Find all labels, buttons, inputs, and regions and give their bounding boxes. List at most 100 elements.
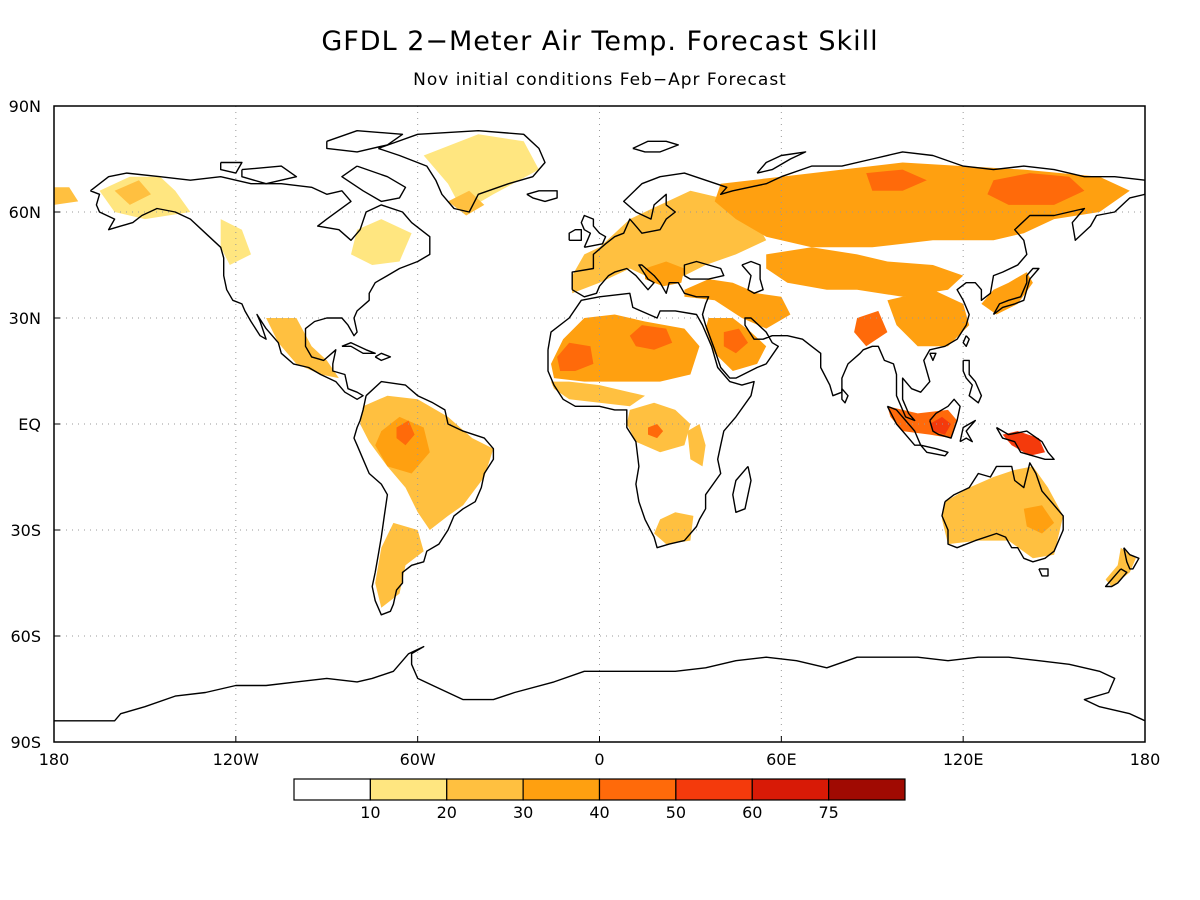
coastline-eurasia bbox=[571, 151, 1145, 422]
coastline-java bbox=[920, 444, 949, 457]
colorbar-swatch bbox=[293, 778, 371, 801]
skill-region-japan-korea bbox=[981, 272, 1033, 315]
skill-region-sahara-east-core bbox=[629, 325, 673, 350]
colorbar-swatch bbox=[675, 778, 753, 801]
skill-region-arabia-core bbox=[723, 328, 748, 354]
coastline-hispaniola bbox=[374, 352, 392, 362]
x-tick-label: 0 bbox=[594, 750, 604, 769]
y-tick-label: 60N bbox=[9, 203, 41, 222]
coastline-ireland bbox=[568, 229, 582, 241]
coastline-tasmania bbox=[1038, 568, 1049, 577]
coastline-greenland bbox=[378, 130, 546, 213]
coastline-victoria-island bbox=[241, 165, 298, 185]
x-tick-label: 60W bbox=[400, 750, 436, 769]
coastline-cuba bbox=[341, 342, 376, 354]
coastline-australia bbox=[941, 462, 1064, 563]
x-tick-label: 180 bbox=[1130, 750, 1161, 769]
skill-region-greenland-south bbox=[448, 190, 485, 216]
coastline-antarctica bbox=[54, 645, 1145, 722]
skill-region-southern-cone bbox=[375, 522, 424, 608]
colorbar-label: 20 bbox=[437, 803, 457, 822]
skill-region-west-north-america bbox=[220, 219, 251, 265]
skill-region-east-africa bbox=[687, 424, 706, 467]
colorbar-swatch bbox=[369, 778, 448, 801]
colorbar: 10 20 30 40 50 60 75 bbox=[293, 778, 906, 822]
coastline-hainan bbox=[929, 352, 937, 362]
map-title: GFDL 2−Meter Air Temp. Forecast Skill bbox=[321, 26, 879, 57]
y-tick-label: 90N bbox=[9, 97, 41, 116]
x-tick-label: 120W bbox=[213, 750, 260, 769]
colorbar-swatch bbox=[522, 778, 601, 801]
skill-region-greenland bbox=[423, 134, 539, 212]
y-tick-label: 60S bbox=[10, 627, 41, 646]
map-subtitle: Nov initial conditions Feb−Apr Forecast bbox=[413, 70, 787, 90]
axis-layer: 180 120W 60W 0 60E 120E 180 90N 60N 30N EQ 30S 60S 90… bbox=[9, 97, 1161, 769]
skill-region-amazon-core bbox=[375, 416, 430, 474]
colorbar-label: 60 bbox=[742, 803, 762, 822]
coastline-philippines bbox=[962, 359, 983, 404]
skill-region-east-siberia-core bbox=[987, 173, 1085, 205]
colorbar-swatch bbox=[751, 778, 830, 801]
skill-region-ne-canada bbox=[351, 219, 412, 265]
coastline-ellesmere bbox=[326, 130, 404, 153]
skill-region-alaska-core bbox=[114, 180, 151, 205]
skill-region-australia bbox=[942, 466, 1064, 559]
skill-region-central-america bbox=[266, 318, 339, 379]
colorbar-label: 50 bbox=[666, 803, 686, 822]
skill-region-balkans bbox=[645, 261, 685, 287]
coastline-caspian bbox=[741, 260, 764, 294]
coastline-africa bbox=[547, 292, 755, 549]
skill-region-chukotka bbox=[54, 187, 79, 205]
y-tick-label: 30N bbox=[9, 309, 41, 328]
coastline-borneo bbox=[929, 398, 961, 439]
coastline-nz-north bbox=[1123, 547, 1140, 570]
colorbar-swatch bbox=[598, 778, 677, 801]
coastline-taiwan bbox=[962, 335, 970, 347]
skill-region-west-africa bbox=[551, 381, 645, 407]
skill-region-siberia-core bbox=[866, 169, 927, 191]
colorbar-swatch bbox=[446, 778, 524, 801]
coastline-layer bbox=[54, 130, 1145, 722]
skill-region-ne-australia-core bbox=[1023, 505, 1055, 534]
skill-region-south-africa bbox=[654, 512, 694, 545]
y-tick-label: 90S bbox=[10, 733, 41, 752]
skill-region-china-core bbox=[854, 310, 888, 347]
coastline-black-sea bbox=[683, 260, 725, 280]
skill-region-turkey-iran bbox=[684, 279, 791, 329]
y-tick-label: 30S bbox=[10, 521, 41, 540]
coastline-iceland bbox=[526, 190, 558, 203]
skill-region-europe bbox=[572, 190, 767, 294]
colorbar-swatch bbox=[828, 778, 906, 801]
coastline-sri-lanka bbox=[841, 388, 849, 404]
skill-region-borneo-core bbox=[929, 416, 951, 435]
coastline-madagascar bbox=[732, 465, 752, 513]
coastline-baffin bbox=[341, 165, 407, 203]
skill-region-china bbox=[887, 289, 970, 347]
colorbar-label: 40 bbox=[589, 803, 609, 822]
skill-region-alaska bbox=[99, 176, 191, 220]
coastline-nz-south bbox=[1104, 568, 1128, 588]
grid-layer bbox=[54, 106, 1145, 742]
coastline-new-guinea bbox=[995, 426, 1055, 460]
skill-region-central-asia bbox=[766, 247, 964, 297]
colorbar-label: 30 bbox=[513, 803, 533, 822]
coastline-sulawesi bbox=[959, 419, 976, 443]
coastline-great-britain bbox=[580, 214, 607, 248]
skill-region-congo-hotspot bbox=[648, 424, 664, 439]
y-tick-label: EQ bbox=[18, 415, 41, 434]
x-tick-label: 180 bbox=[39, 750, 70, 769]
skill-region-west-sahara-core bbox=[557, 342, 594, 371]
x-tick-label: 120E bbox=[943, 750, 984, 769]
coastline-north-america bbox=[89, 172, 431, 400]
skill-region-amazon-hotspot bbox=[396, 420, 415, 446]
coastline-svalbard bbox=[632, 140, 679, 153]
coastline-banks-island bbox=[220, 161, 243, 174]
coastline-novaya-zemlya bbox=[756, 151, 807, 174]
coastline-japan bbox=[992, 267, 1040, 316]
coastline-south-america bbox=[353, 380, 495, 616]
colorbar-label: 75 bbox=[818, 803, 838, 822]
colorbar-label: 10 bbox=[360, 803, 380, 822]
x-tick-label: 60E bbox=[766, 750, 796, 769]
skill-region-new-guinea bbox=[1002, 431, 1045, 456]
